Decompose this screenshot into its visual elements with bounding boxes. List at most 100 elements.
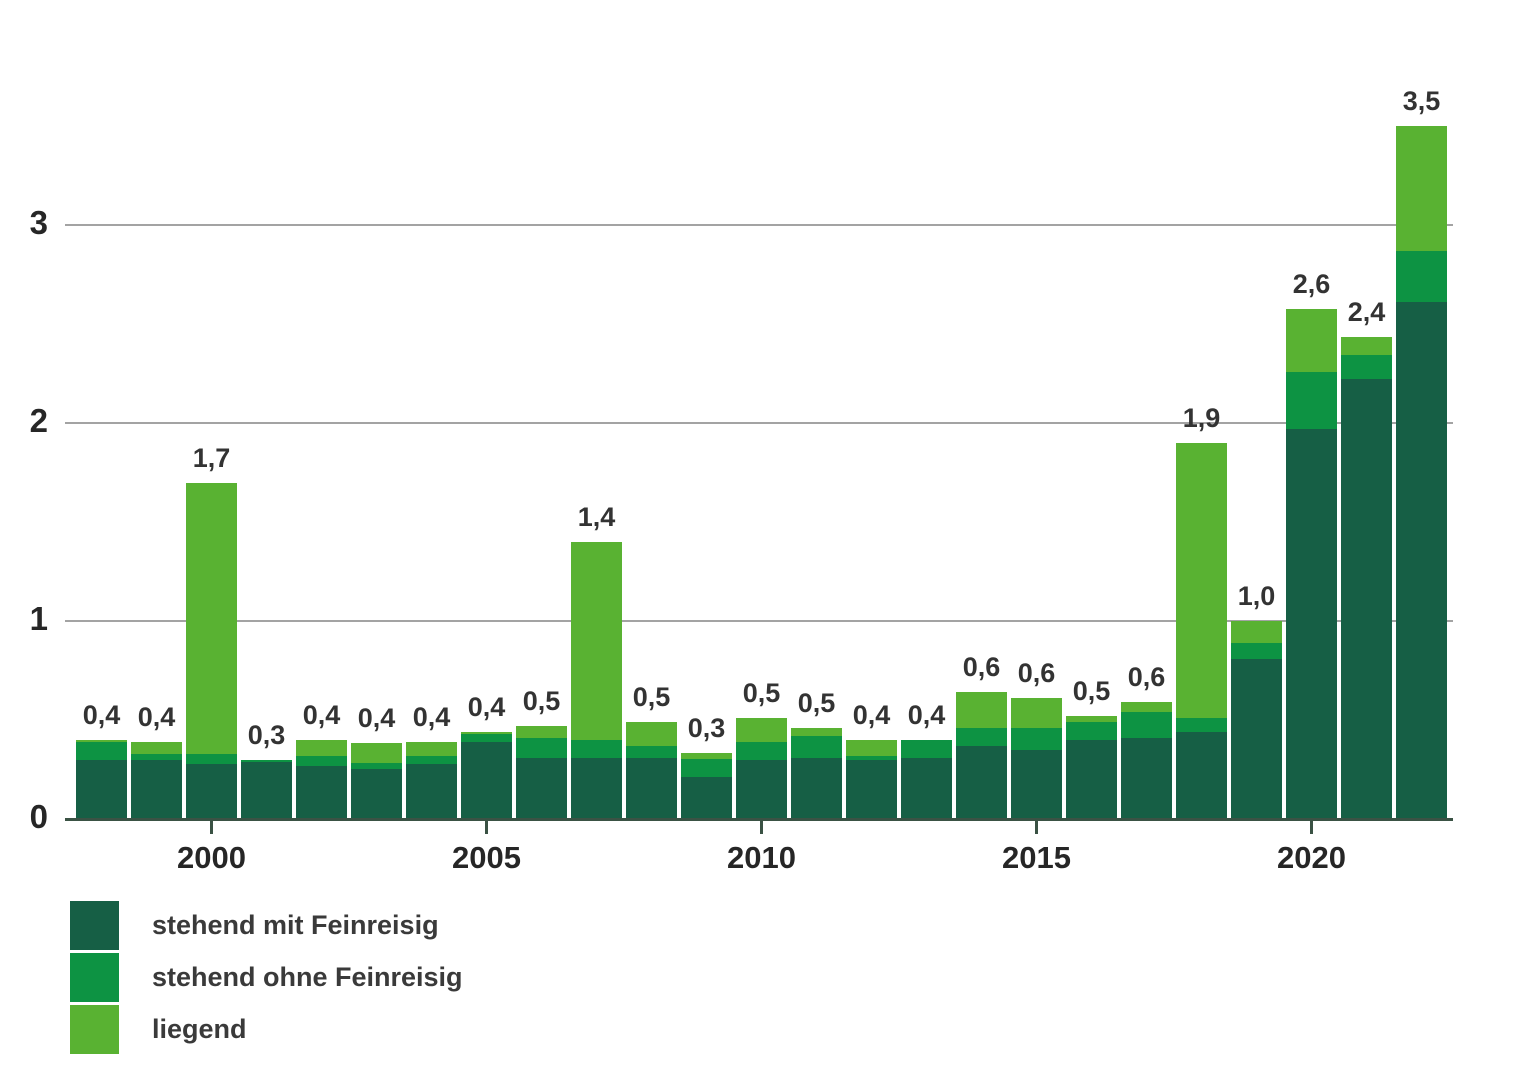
bar-2001: 0,3	[241, 720, 292, 819]
bar-2021: 2,4	[1341, 297, 1392, 819]
bar-value-label-2010: 0,5	[742, 678, 781, 708]
bar-2000: 1,7	[186, 443, 237, 819]
x-tick-2005	[485, 819, 488, 834]
bar-segment-2012-stehend-ohne-feinreisig	[846, 756, 897, 760]
bar-value-label-2000: 1,7	[192, 443, 231, 473]
gridline-y-2	[65, 422, 1453, 424]
bar-segment-2019-liegend	[1231, 621, 1282, 643]
bar-segment-2006-liegend	[516, 726, 567, 738]
legend-item-liegend: liegend	[70, 1005, 463, 1054]
bar-2017: 0,6	[1121, 662, 1172, 819]
bar-2020: 2,6	[1286, 269, 1337, 819]
bar-segment-2015-stehend-mit-feinreisig	[1011, 750, 1062, 819]
legend-item-stehend-ohne-feinreisig: stehend ohne Feinreisig	[70, 953, 463, 1002]
bar-segment-2017-stehend-mit-feinreisig	[1121, 738, 1172, 819]
y-axis-label-0: 0	[29, 798, 48, 836]
bar-segment-2020-stehend-mit-feinreisig	[1286, 429, 1337, 819]
bar-value-label-2018: 1,9	[1182, 403, 1221, 433]
bar-segment-2011-liegend	[791, 728, 842, 736]
x-tick-2020	[1310, 819, 1313, 834]
plot-area: 0,4 0,4 1,7 0,3 0,4 0,4 0,4 0,4 0,5 1,4 0,5 0,3 0,5 0…	[65, 86, 1453, 875]
bar-segment-2005-stehend-ohne-feinreisig	[461, 734, 512, 742]
bar-segment-1998-liegend	[76, 740, 127, 742]
y-axis-label-3: 3	[29, 204, 48, 242]
bar-segment-2016-stehend-mit-feinreisig	[1066, 740, 1117, 819]
bar-segment-2005-liegend	[461, 732, 512, 734]
bar-2011: 0,5	[791, 688, 842, 819]
bar-segment-2001-stehend-ohne-feinreisig	[241, 760, 292, 762]
bar-segment-2009-stehend-ohne-feinreisig	[681, 759, 732, 777]
bar-segment-1999-liegend	[131, 742, 182, 754]
bar-segment-2013-stehend-mit-feinreisig	[901, 758, 952, 819]
bar-2022: 3,5	[1396, 86, 1447, 819]
bar-2016: 0,5	[1066, 676, 1117, 819]
bar-segment-2003-stehend-ohne-feinreisig	[351, 763, 402, 769]
legend-label-stehend-mit-feinreisig: stehend mit Feinreisig	[152, 910, 439, 940]
bar-value-label-2002: 0,4	[302, 700, 341, 730]
bar-segment-2021-stehend-mit-feinreisig	[1341, 379, 1392, 819]
bar-2003: 0,4	[351, 703, 402, 819]
bar-2005: 0,4	[461, 692, 512, 819]
bar-value-label-2007: 1,4	[577, 502, 616, 532]
bar-segment-2022-stehend-ohne-feinreisig	[1396, 251, 1447, 302]
bar-value-label-2020: 2,6	[1292, 269, 1331, 299]
legend: stehend mit Feinreisig stehend ohne Fein…	[70, 901, 463, 1057]
legend-swatch-stehend-ohne-feinreisig	[70, 953, 119, 1002]
x-axis-line	[65, 818, 1453, 821]
bar-value-label-1999: 0,4	[137, 702, 176, 732]
bar-value-label-2008: 0,5	[632, 682, 671, 712]
bar-segment-2005-stehend-mit-feinreisig	[461, 742, 512, 819]
legend-swatch-stehend-mit-feinreisig	[70, 901, 119, 950]
bar-segment-2008-stehend-ohne-feinreisig	[626, 746, 677, 758]
bar-segment-2017-liegend	[1121, 702, 1172, 712]
bar-segment-2018-stehend-mit-feinreisig	[1176, 732, 1227, 819]
bar-segment-2008-stehend-mit-feinreisig	[626, 758, 677, 819]
bar-segment-2022-liegend	[1396, 126, 1447, 251]
legend-item-stehend-mit-feinreisig: stehend mit Feinreisig	[70, 901, 463, 950]
bar-segment-2000-stehend-ohne-feinreisig	[186, 754, 237, 764]
legend-swatch-liegend	[70, 1005, 119, 1054]
bar-segment-2010-stehend-mit-feinreisig	[736, 760, 787, 819]
bar-2002: 0,4	[296, 700, 347, 819]
bar-segment-2006-stehend-mit-feinreisig	[516, 758, 567, 819]
bar-value-label-2016: 0,5	[1072, 676, 1111, 706]
bar-segment-2004-liegend	[406, 742, 457, 756]
bar-segment-2013-stehend-ohne-feinreisig	[901, 740, 952, 758]
bar-2009: 0,3	[681, 713, 732, 819]
bar-value-label-2004: 0,4	[412, 702, 451, 732]
bar-value-label-2001: 0,3	[247, 720, 286, 750]
x-axis-label-2005: 2005	[452, 840, 521, 875]
bar-value-label-1998: 0,4	[82, 700, 121, 730]
bar-segment-2019-stehend-ohne-feinreisig	[1231, 643, 1282, 659]
bar-2007: 1,4	[571, 502, 622, 819]
bar-value-label-2012: 0,4	[852, 700, 891, 730]
legend-label-stehend-ohne-feinreisig: stehend ohne Feinreisig	[152, 962, 463, 992]
bar-segment-2015-liegend	[1011, 698, 1062, 728]
bar-2018: 1,9	[1176, 403, 1227, 819]
bar-value-label-2019: 1,0	[1237, 581, 1276, 611]
bar-2006: 0,5	[516, 686, 567, 819]
bar-segment-2000-stehend-mit-feinreisig	[186, 764, 237, 819]
bar-value-label-2014: 0,6	[962, 652, 1001, 682]
bar-value-label-2003: 0,4	[357, 703, 396, 733]
bar-value-label-2005: 0,4	[467, 692, 506, 722]
bar-value-label-2021: 2,4	[1347, 297, 1386, 327]
bar-value-label-2009: 0,3	[687, 713, 726, 743]
bar-segment-2009-stehend-mit-feinreisig	[681, 777, 732, 819]
bar-segment-2003-liegend	[351, 743, 402, 763]
bar-value-label-2017: 0,6	[1127, 662, 1166, 692]
x-axis-label-2000: 2000	[177, 840, 246, 875]
bar-segment-2011-stehend-mit-feinreisig	[791, 758, 842, 819]
bar-segment-1998-stehend-ohne-feinreisig	[76, 742, 127, 760]
bar-segment-2000-liegend	[186, 483, 237, 754]
bar-segment-2014-stehend-ohne-feinreisig	[956, 728, 1007, 746]
legend-label-liegend: liegend	[152, 1014, 247, 1044]
bar-segment-2020-liegend	[1286, 309, 1337, 372]
bar-2013: 0,4	[901, 700, 952, 819]
gridline-y-3	[65, 224, 1453, 226]
bar-value-label-2011: 0,5	[797, 688, 836, 718]
bars-container: 0,4 0,4 1,7 0,3 0,4 0,4 0,4 0,4 0,5 1,4 0,5 0,3 0,5 0…	[76, 86, 1447, 819]
x-axis-label-2015: 2015	[1002, 840, 1071, 875]
bar-segment-1999-stehend-ohne-feinreisig	[131, 754, 182, 760]
